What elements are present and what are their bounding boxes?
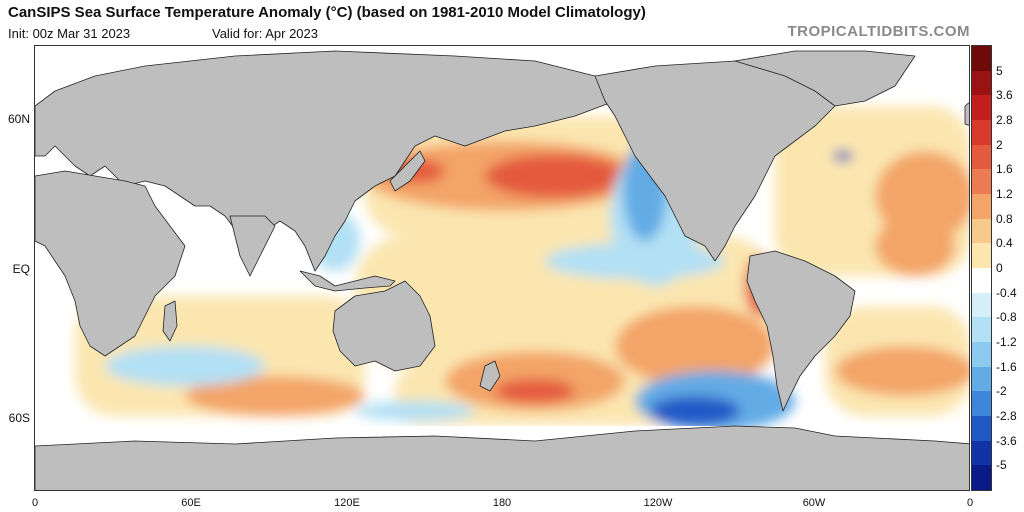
greenland-land: [734, 50, 916, 107]
color-scale-segment: [972, 342, 991, 368]
valid-time: Valid for: Apr 2023: [212, 26, 318, 41]
color-scale-label: 2.8: [996, 113, 1013, 127]
color-scale-segment: [972, 317, 991, 343]
land-masses: [35, 50, 969, 490]
color-scale-segment: [972, 95, 991, 121]
brand-watermark: TROPICALTIDBITS.COM: [787, 23, 970, 40]
color-scale-segment: [972, 120, 991, 146]
color-scale-segment: [972, 391, 991, 417]
init-time: Init: 00z Mar 31 2023: [8, 26, 131, 41]
lon-label-0-right: 0: [966, 497, 974, 509]
cool-light-southern: [355, 401, 475, 421]
color-scale-segment: [972, 292, 991, 318]
south-america-land: [746, 250, 856, 412]
australia-land: [332, 280, 436, 372]
indonesia-land: [299, 270, 396, 292]
color-scale-segment: [972, 416, 991, 442]
color-scale-label: -1.2: [996, 335, 1017, 349]
color-scale-segment: [972, 440, 991, 466]
warm-strong-north-pacific: [485, 154, 625, 198]
eurasia-land: [35, 50, 616, 272]
color-scale-label: 5: [996, 63, 1003, 78]
lon-label-0-left: 0: [31, 497, 39, 509]
warm-mid-south-indian: [185, 376, 365, 416]
color-scale-label: 1.2: [996, 187, 1013, 201]
india-land: [229, 215, 276, 277]
color-scale-label: -5: [996, 458, 1007, 473]
lat-label-60s: 60S: [8, 411, 30, 425]
warm-strong-south-pacific: [495, 379, 575, 403]
color-scale-label: 2: [996, 137, 1003, 152]
map-canvas: [35, 46, 969, 490]
color-scale-segment: [972, 194, 991, 220]
antarctica-land: [35, 425, 969, 490]
lat-label-60n: 60N: [7, 112, 30, 126]
japan-land: [389, 150, 426, 192]
cool-light-indian: [105, 346, 265, 386]
color-scale-segment: [972, 268, 991, 294]
color-scale-label: 0.8: [996, 211, 1013, 226]
color-scale-label: -2: [996, 384, 1007, 399]
warm-mid-north-atlantic: [875, 151, 969, 241]
lon-label-120w: 120W: [643, 497, 673, 509]
sst-anomaly-map: [34, 45, 970, 491]
color-scale-segment: [972, 144, 991, 170]
color-scale-bar: [971, 45, 992, 491]
color-scale-label: -0.8: [996, 310, 1017, 325]
color-scale-label: 3.6: [996, 88, 1013, 103]
color-scale-segment: [972, 465, 991, 491]
color-scale-label: -0.4: [996, 285, 1017, 300]
color-scale-label: 1.6: [996, 162, 1013, 177]
warm-mid-atlantic-east: [875, 216, 955, 276]
madagascar-land: [162, 300, 178, 342]
lat-label-eq: EQ: [12, 262, 30, 276]
color-scale-segment: [972, 169, 991, 195]
color-scale-segment: [972, 366, 991, 392]
color-scale-label: -1.6: [996, 359, 1017, 374]
lon-label-60w: 60W: [802, 497, 826, 509]
africa-land: [35, 170, 186, 357]
nz-land: [479, 360, 501, 392]
color-scale-label: -3.6: [996, 433, 1017, 448]
color-scale-segment: [972, 243, 991, 269]
color-scale-label: -2.8: [996, 409, 1017, 423]
uk-land: [964, 102, 969, 126]
color-scale-segment: [972, 46, 991, 72]
cool-strong-labrador: [833, 151, 853, 161]
color-scale-segment: [972, 70, 991, 96]
cool-strong-se-pacific: [650, 396, 740, 426]
warm-mid-south-atlantic: [835, 346, 969, 396]
cool-light-equatorial: [545, 243, 725, 279]
map-title: CanSIPS Sea Surface Temperature Anomaly …: [8, 4, 646, 21]
lon-label-180: 180: [492, 497, 512, 509]
lon-label-60e: 60E: [181, 497, 201, 509]
warm-mid-east-pacific: [615, 306, 775, 386]
lon-label-120e: 120E: [334, 497, 360, 509]
color-scale-label: 0.4: [996, 236, 1013, 251]
color-scale-label: 0: [996, 261, 1003, 275]
color-scale-segment: [972, 218, 991, 244]
